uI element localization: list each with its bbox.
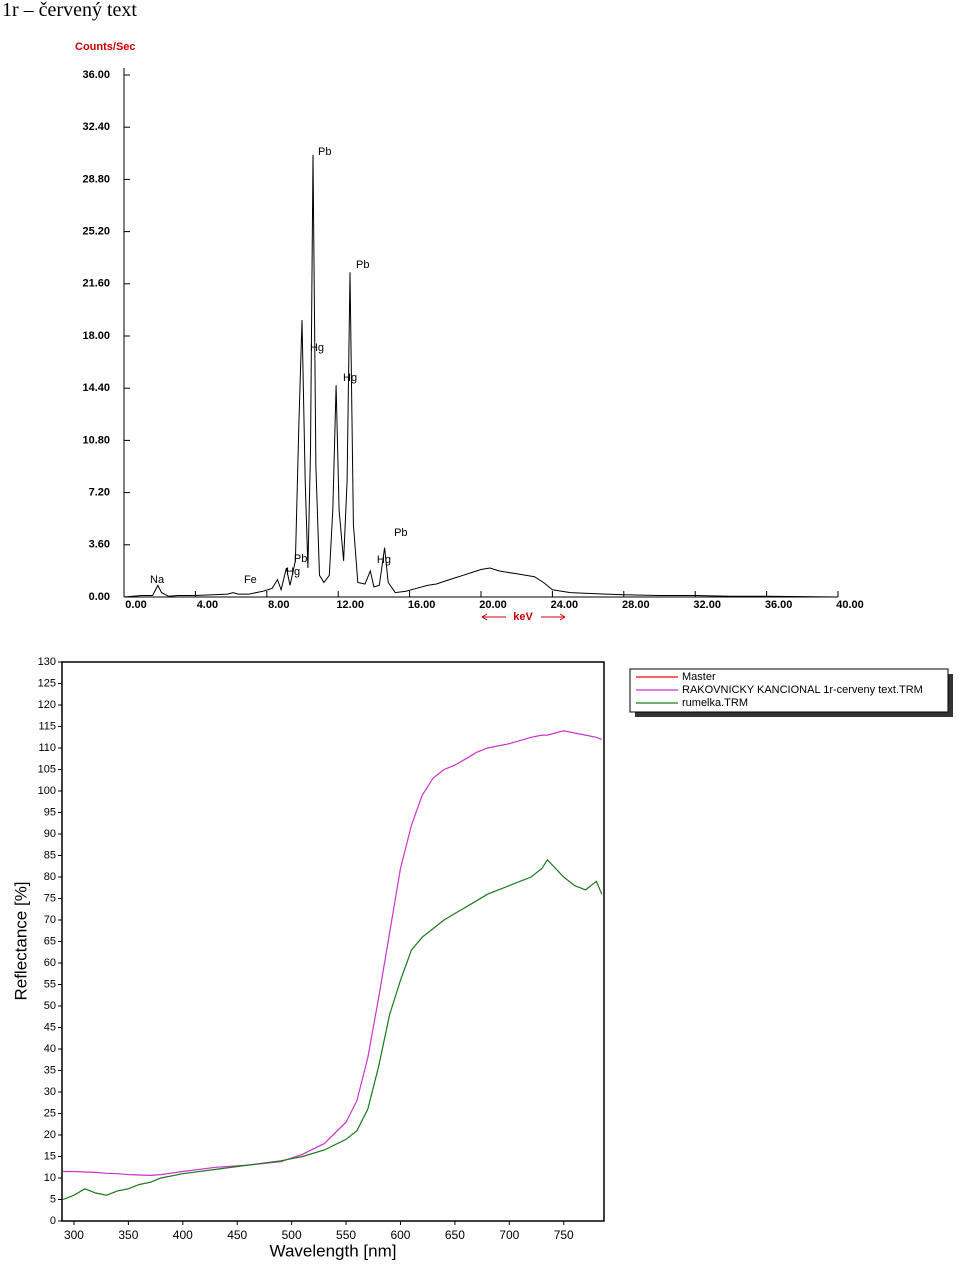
x-tick-label: 500: [282, 1228, 302, 1242]
y-tick-label: 85: [44, 849, 56, 861]
peak-label: Hg: [310, 342, 324, 354]
x-tick-label: 400: [173, 1228, 193, 1242]
x-tick-label: 12.00: [336, 599, 364, 611]
x-axis-title: keV: [513, 611, 533, 623]
y-tick-label: 28.80: [82, 173, 110, 185]
y-tick-label: 130: [38, 656, 56, 668]
y-tick-label: 40: [44, 1043, 56, 1055]
y-tick-label: 95: [44, 806, 56, 818]
y-tick-label: 70: [44, 914, 56, 926]
y-tick-label: 25.20: [82, 226, 110, 238]
peak-label: Hg: [343, 372, 357, 384]
axis-arrows: [481, 613, 566, 621]
x-tick-label: 300: [64, 1228, 84, 1242]
y-tick-label: 3.60: [89, 539, 110, 551]
x-tick-label: 450: [227, 1228, 247, 1242]
y-tick-label: 65: [44, 935, 56, 947]
x-axis-title: Wavelength [nm]: [270, 1241, 397, 1260]
x-tick-label: 32.00: [693, 599, 721, 611]
peak-label: Pb: [294, 553, 307, 565]
x-tick-label: 350: [118, 1228, 138, 1242]
y-tick-label: 10: [44, 1172, 56, 1184]
peak-label: Fe: [244, 574, 257, 586]
x-tick-label: 28.00: [622, 599, 650, 611]
y-tick-label: 60: [44, 957, 56, 969]
y-tick-label: 0.00: [89, 591, 110, 603]
peak-label: Na: [150, 574, 165, 586]
y-tick-label: 32.40: [82, 121, 110, 133]
x-tick-label: 650: [445, 1228, 465, 1242]
x-tick-label: 700: [499, 1228, 519, 1242]
y-tick-label: 10.80: [82, 434, 110, 446]
y-tick-label: 25: [44, 1107, 56, 1119]
y-tick-label: 15: [44, 1150, 56, 1162]
y-tick-label: 18.00: [82, 330, 110, 342]
legend-label: rumelka.TRM: [682, 697, 748, 709]
y-tick-label: 7.20: [89, 487, 110, 499]
y-tick-label: 21.60: [82, 278, 110, 290]
y-tick-label: 125: [38, 677, 56, 689]
x-tick-label: 4.00: [197, 599, 218, 611]
x-tick-label: 0.00: [125, 599, 146, 611]
data-line: [123, 154, 839, 598]
legend: [629, 668, 949, 713]
y-tick-label: 55: [44, 978, 56, 990]
peak-label: Pb: [318, 146, 331, 158]
y-tick-label: 20: [44, 1129, 56, 1141]
y-tick-label: 75: [44, 892, 56, 904]
y-tick-label: 36.00: [82, 69, 110, 81]
y-axis-title: Reflectance [%]: [11, 881, 30, 1000]
data-line: [62, 858, 603, 1201]
y-tick-label: 100: [38, 785, 56, 797]
y-tick-label: 115: [38, 720, 56, 732]
x-tick-label: 20.00: [479, 599, 507, 611]
legend-label: Master: [682, 671, 716, 683]
y-tick-label: 105: [38, 763, 56, 775]
y-tick-label: 110: [38, 742, 56, 754]
x-tick-label: 750: [554, 1228, 574, 1242]
heading: 1r – červený text: [2, 0, 137, 21]
y-tick-label: 45: [44, 1021, 56, 1033]
x-tick-label: 600: [390, 1228, 410, 1242]
y-axis-title: Counts/Sec: [75, 41, 136, 53]
y-tick-label: 0: [50, 1215, 56, 1227]
y-tick-label: 50: [44, 1000, 56, 1012]
y-tick-label: 14.40: [82, 382, 110, 394]
peak-label: Hg: [377, 554, 391, 566]
legend-label: RAKOVNICKY KANCIONAL 1r-cerveny text.TRM: [682, 684, 923, 696]
y-tick-label: 80: [44, 871, 56, 883]
y-tick-label: 35: [44, 1064, 56, 1076]
x-tick-label: 550: [336, 1228, 356, 1242]
peak-label: Pb: [356, 259, 369, 271]
x-tick-label: 40.00: [836, 599, 864, 611]
peak-label: Pb: [394, 527, 407, 539]
plot-area: [61, 661, 605, 1222]
peak-label: Hg: [286, 566, 300, 578]
y-tick-label: 5: [50, 1193, 56, 1205]
x-tick-label: 8.00: [268, 599, 289, 611]
y-tick-label: 30: [44, 1086, 56, 1098]
y-tick-label: 90: [44, 828, 56, 840]
x-tick-label: 24.00: [551, 599, 579, 611]
x-tick-label: 36.00: [765, 599, 793, 611]
y-tick-label: 120: [38, 699, 56, 711]
data-line: [63, 730, 603, 1177]
x-tick-label: 16.00: [408, 599, 436, 611]
